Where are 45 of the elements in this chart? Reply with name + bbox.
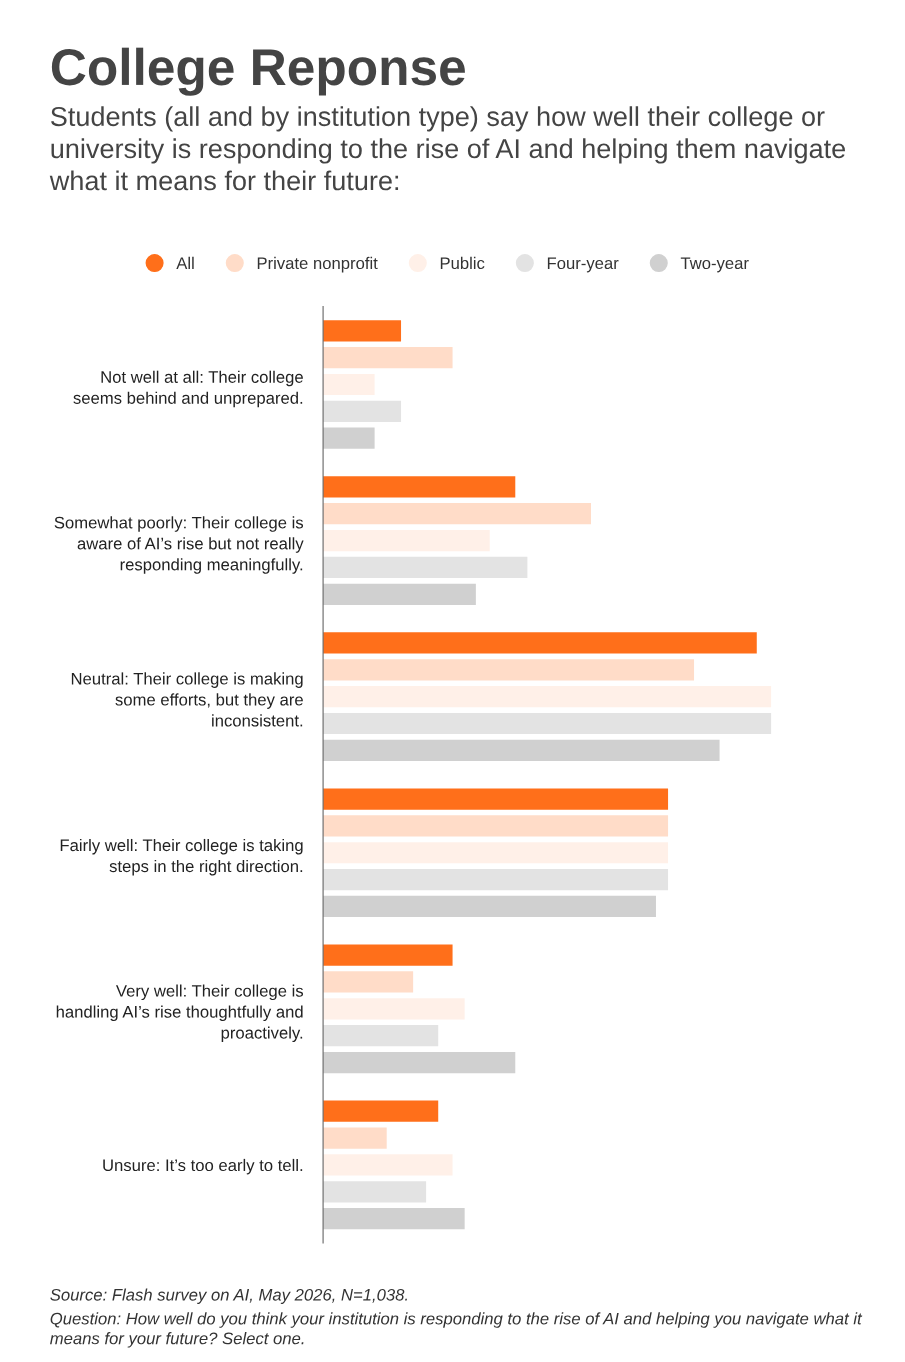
text: Question: How well do you think your institution is responding to the rise of AI and helping you navigate what it means for your future? Select one. [50,1312,863,1348]
bar [323,815,669,837]
bar [323,632,757,654]
bar [323,998,465,1020]
bar [323,659,695,681]
bar [323,944,453,966]
bar [323,583,476,605]
y-tick-label: Neutral: Their college is making some efforts, but they are inconsistent. [71,672,303,727]
y-tick-label: Very well: Their college is handling AI’s rise thoughtfully and proactively. [56,984,304,1043]
legend-label: All [176,256,194,269]
y-tick-label: Unsure: It’s too early to tell. [103,1158,303,1175]
bar [323,1100,439,1122]
chart-title: College Reponse [51,47,465,96]
bar [323,1127,387,1149]
bar [323,686,772,708]
bar [323,971,414,993]
y-tick-label: Fairly well: Their college is taking steps in the right direction. [60,838,303,876]
bar [323,1025,439,1047]
bar [323,1181,427,1203]
y-tick-label: Not well at all: Their college seems behind and unprepared. [73,370,303,408]
bar [323,1051,516,1074]
bar [323,868,669,891]
y-tick-label: Somewhat poorly: Their college is aware of AI’s rise but not really responding meaningfully. [54,516,304,574]
bar [323,788,669,810]
legend-label: Four-year [547,257,619,273]
bar [323,556,528,579]
bar [323,842,669,864]
bar [323,427,375,449]
bar [323,320,402,342]
bar [323,895,656,918]
bar [323,529,490,552]
bar [323,1208,465,1230]
bar [323,347,453,369]
legend-label: Two-year [680,257,749,273]
bar [323,400,402,422]
bar [323,373,375,396]
source-note: Source: Flash survey on AI, May 2026, N=1,038. [50,1288,408,1304]
bar [323,712,772,735]
bar [323,739,720,761]
chart-subtitle: Students (all and by institution type) say how well their college or university is responding to the rise of AI and helping them navigate what it means for their future: [49,106,846,191]
legend-label: Private nonprofit [257,256,378,273]
bar [323,476,516,498]
bar [323,503,591,525]
bar [323,1154,453,1176]
legend-label: Public [440,256,485,270]
